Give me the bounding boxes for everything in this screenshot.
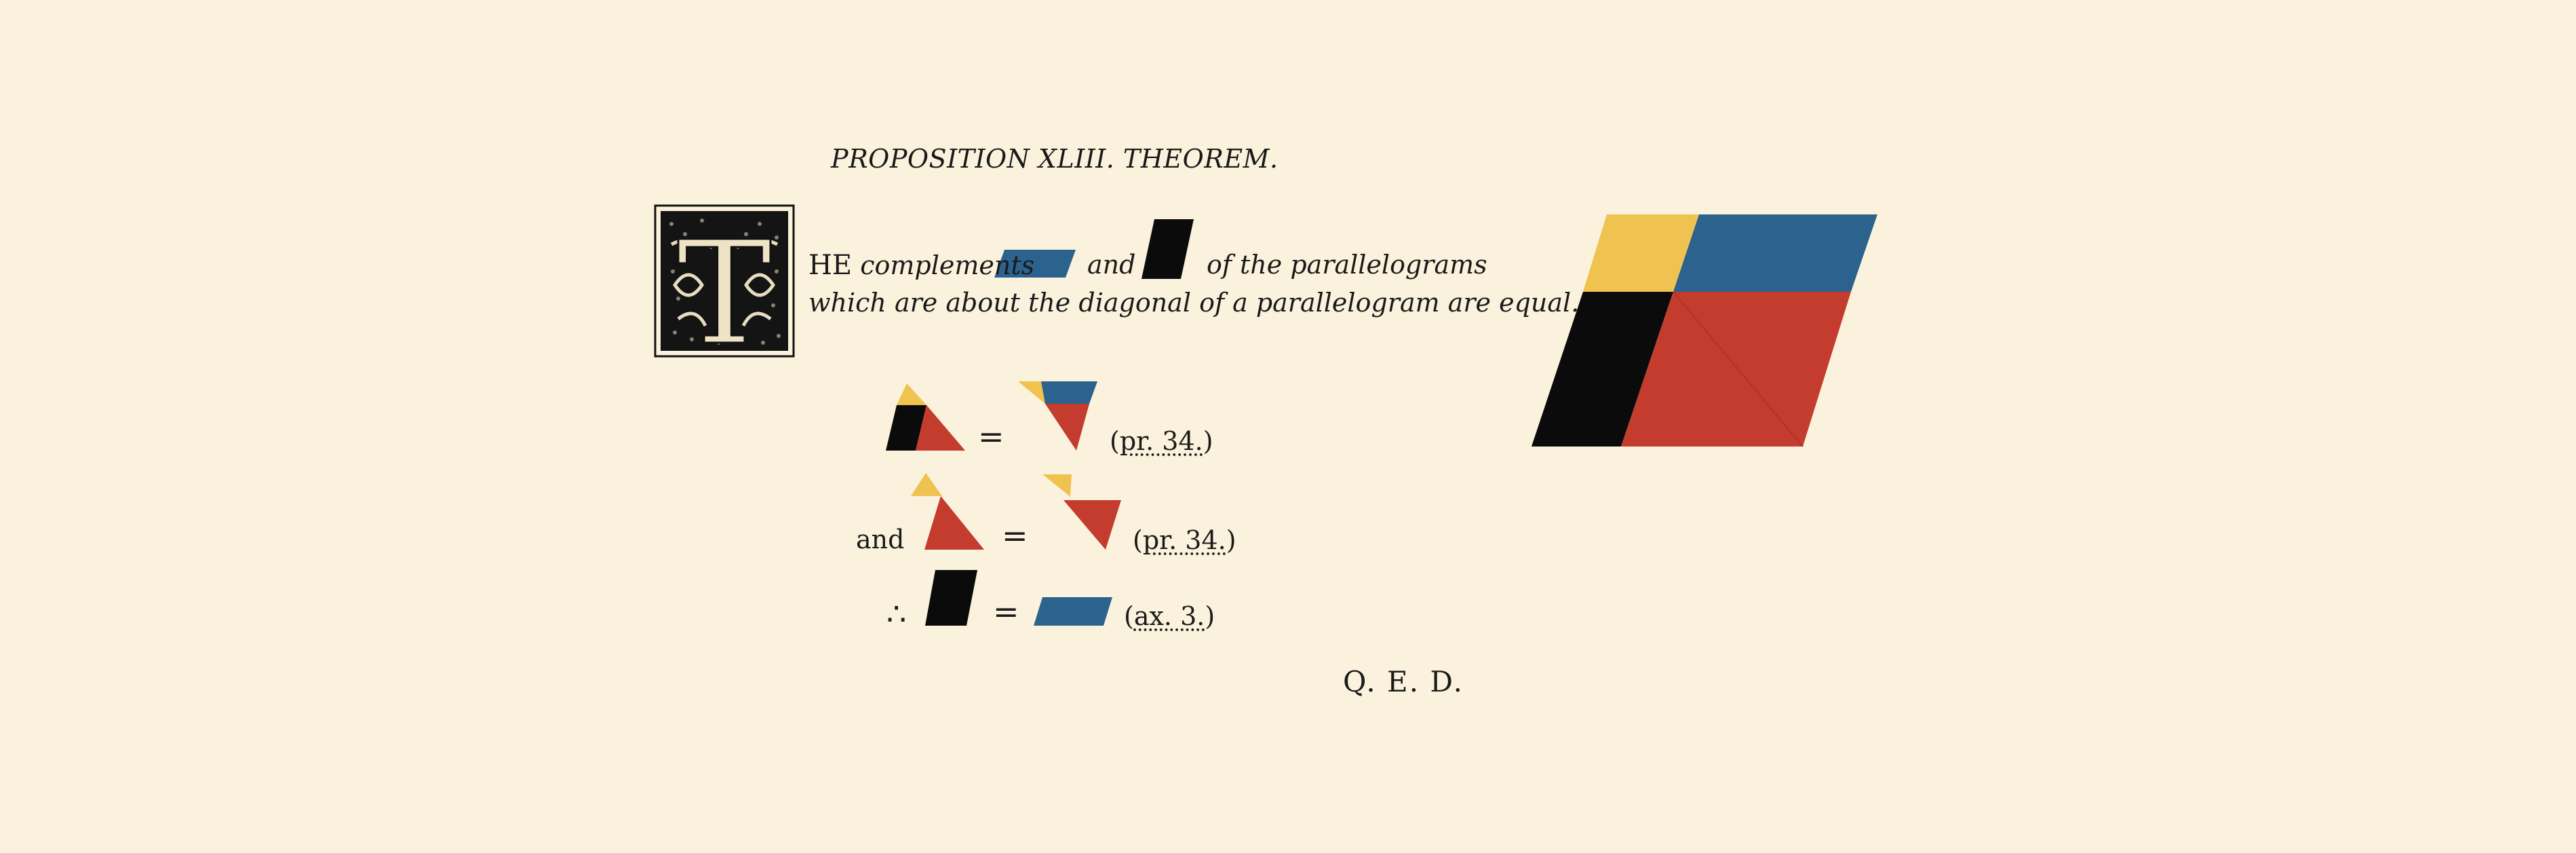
statement-word-and: and [1087,250,1136,280]
black-complement [1531,292,1673,447]
statement-word-complements: complements [860,250,1035,280]
reference-1-text: pr. 34. [1119,426,1203,456]
and-label: and [856,525,905,554]
equals-sign-1: = [978,418,1004,455]
reference-3-text: ax. 3. [1133,601,1205,631]
black-complement-icon [1141,219,1194,279]
equals-sign-3: = [993,593,1019,630]
decorated-initial-letter: T [654,204,795,378]
diagonal-line [1673,291,1803,447]
statement-line-1: HE complements [808,250,1034,281]
proof-line3-black-parallelogram [925,570,977,626]
proof-line2-right-figure [1042,474,1121,550]
reference-2: (pr. 34.) [1133,525,1236,555]
main-parallelogram-figure [1531,214,1877,447]
reference-2-text: pr. 34. [1142,525,1226,555]
blue-complement [1673,214,1877,292]
therefore-symbol: ∴ [886,596,907,632]
yellow-parallelogram [1583,214,1699,292]
initial-foliage [670,238,779,327]
statement-cap: HE [808,250,853,281]
reference-3: (ax. 3.) [1124,601,1215,631]
proof-line1-left-figure [886,383,965,451]
proof-line2-left-figure [911,473,984,550]
reference-1: (pr. 34.) [1110,426,1213,456]
statement-line-2: which are about the diagonal of a parall… [808,288,1580,318]
statement-and: and [1087,250,1135,280]
proof-line1-right-figure [1018,381,1097,451]
initial-pattern [669,219,781,345]
red-parallelogram [1621,292,1851,447]
blue-complement-icon [994,250,1076,278]
equals-sign-2: = [1002,517,1028,554]
proof-line3-blue-parallelogram [1034,597,1112,626]
statement-word-parallelograms: of the parallelograms [1207,250,1487,280]
statement-rest: of the parallelograms [1207,250,1487,280]
proposition-title: PROPOSITION XLIII. THEOREM. [831,144,1279,174]
qed-mark: Q. E. D. [1343,665,1464,698]
initial-letter-glyph: T [677,210,772,377]
